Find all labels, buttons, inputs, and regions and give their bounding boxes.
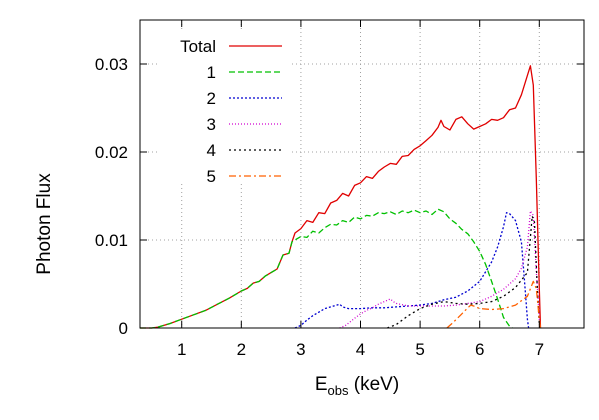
plot-frame [139, 19, 585, 329]
axis-ticks: 1 2 3 4 5 6 7 0 0.01 0.02 0.03 [95, 20, 584, 359]
y-tick-label: 0.02 [95, 143, 128, 162]
y-axis-title: Photon Flux [34, 173, 55, 275]
series-line-4 [387, 215, 542, 329]
x-tick-label: 1 [177, 340, 186, 359]
legend-background [160, 30, 290, 182]
x-tick-label: 4 [356, 340, 365, 359]
y-tick-label: 0.03 [95, 55, 128, 74]
y-tick-label: 0.01 [95, 231, 128, 250]
x-axis-title: Eobs (keV) [315, 374, 399, 398]
x-tick-label: 3 [296, 340, 305, 359]
series-line-1 [140, 208, 513, 329]
x-tick-label: 2 [237, 340, 246, 359]
x-tick-label: 5 [415, 340, 424, 359]
x-tick-label: 6 [475, 340, 484, 359]
legend: Total 1 2 3 4 5 [160, 30, 290, 186]
y-tick-label: 0 [119, 319, 128, 338]
series-line-3 [339, 210, 542, 329]
series-line-2 [294, 212, 530, 329]
legend-label-total: Total [180, 37, 216, 56]
x-axis-title-unit: (keV) [348, 374, 399, 395]
x-axis-title-subscript: obs [328, 383, 349, 398]
legend-label-4: 4 [207, 141, 216, 160]
x-tick-label: 7 [535, 340, 544, 359]
series-lines [140, 65, 542, 329]
legend-label-3: 3 [207, 115, 216, 134]
legend-label-2: 2 [207, 89, 216, 108]
legend-label-1: 1 [207, 63, 216, 82]
legend-label-5: 5 [207, 167, 216, 186]
x-axis-title-main: E [315, 374, 328, 395]
